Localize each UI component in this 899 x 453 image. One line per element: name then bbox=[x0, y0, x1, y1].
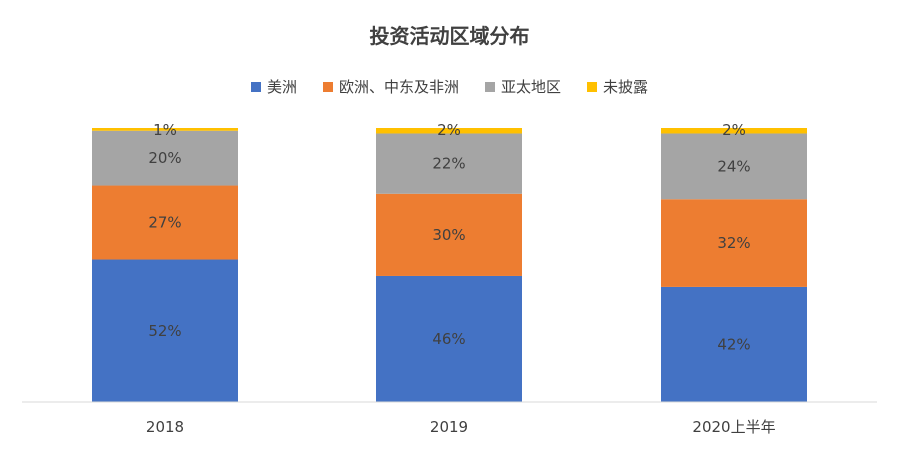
legend-swatch-3 bbox=[587, 81, 598, 92]
bar-0-2 bbox=[661, 286, 807, 402]
legend-swatch-1 bbox=[322, 81, 333, 92]
legend-item-3: 未披露 bbox=[587, 76, 648, 97]
bar-1-0 bbox=[92, 185, 238, 260]
legend-item-1: 欧洲、中东及非洲 bbox=[322, 76, 459, 97]
data-label-2-1: 22% bbox=[432, 155, 465, 173]
legend-item-0: 美洲 bbox=[250, 76, 297, 97]
data-label-2-2: 24% bbox=[717, 157, 750, 175]
data-label-3-0: 1% bbox=[153, 121, 177, 139]
x-tick-label-1: 2019 bbox=[430, 418, 468, 436]
bar-2-0 bbox=[92, 130, 238, 186]
legend-swatch-2 bbox=[485, 81, 495, 92]
data-label-2-0: 20% bbox=[148, 149, 181, 167]
legend-label-0: 美洲 bbox=[266, 78, 297, 96]
legend-label-1: 欧洲、中东及非洲 bbox=[338, 78, 459, 96]
x-axis-ticks: 2018 2019 2020上半年 bbox=[146, 418, 776, 436]
bar-3-2 bbox=[661, 128, 807, 134]
legend-swatch-0 bbox=[250, 81, 261, 92]
bar-0-1 bbox=[376, 275, 522, 402]
legend-item-2: 亚太地区 bbox=[485, 76, 561, 97]
legend-label-3: 未披露 bbox=[603, 78, 649, 96]
bar-3-1 bbox=[376, 128, 522, 134]
bar-2-2 bbox=[661, 133, 807, 200]
x-tick-label-0: 2018 bbox=[146, 418, 184, 436]
data-label-3-2: 2% bbox=[722, 121, 746, 139]
bar-3-0 bbox=[92, 128, 238, 131]
data-label-0-1: 46% bbox=[432, 330, 465, 348]
bar-2-1 bbox=[376, 133, 522, 194]
data-label-1-2: 32% bbox=[717, 234, 750, 252]
bar-1-2 bbox=[661, 199, 807, 287]
legend-label-2: 亚太地区 bbox=[501, 78, 562, 96]
data-label-0-0: 52% bbox=[148, 322, 181, 340]
data-label-1-1: 30% bbox=[432, 226, 465, 244]
chart-bars: 52% 27% 20% 1% 46% 30% 22% 2% 42% 32% 24% 2% bbox=[92, 121, 807, 402]
x-tick-label-2: 2020上半年 bbox=[692, 418, 775, 436]
bar-0-0 bbox=[92, 259, 238, 402]
data-label-1-0: 27% bbox=[148, 214, 181, 232]
chart-legend: 美洲 欧洲、中东及非洲 亚太地区 未披露 bbox=[0, 76, 899, 97]
bar-1-1 bbox=[376, 193, 522, 276]
data-label-0-2: 42% bbox=[717, 335, 750, 353]
chart-title: 投资活动区域分布 bbox=[369, 24, 530, 48]
data-label-3-1: 2% bbox=[437, 121, 461, 139]
